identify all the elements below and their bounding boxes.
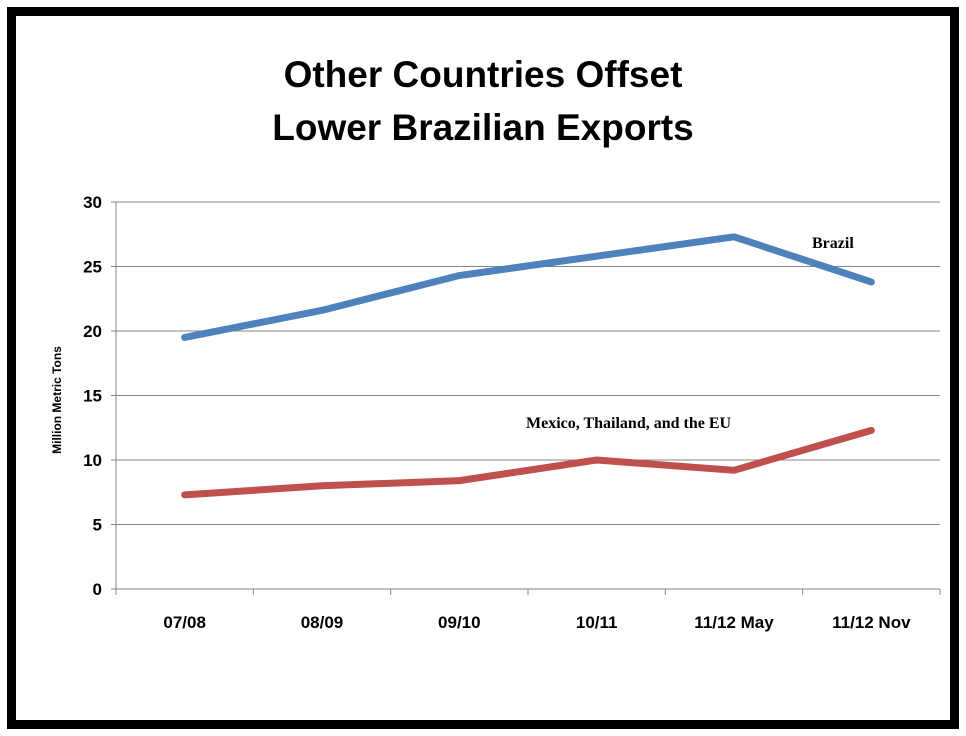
series-label-mexico-thailand-eu: Mexico, Thailand, and the EU — [526, 415, 732, 432]
series-line-0 — [181, 233, 875, 341]
x-tick-label: 11/12 May — [694, 613, 774, 632]
y-tick-label: 0 — [93, 580, 102, 599]
series-line-1 — [181, 426, 875, 499]
slide-frame — [7, 7, 959, 729]
y-tick-label: 20 — [83, 322, 102, 341]
y-tick-label: 5 — [93, 516, 102, 535]
x-tick-label: 08/09 — [301, 613, 344, 632]
x-tick-label: 07/08 — [163, 613, 206, 632]
x-tick-labels: 07/08 08/09 09/10 10/11 11/12 May 11/12 Nov — [163, 613, 911, 632]
chart-title: Other Countries Offset Lower Brazilian E… — [0, 48, 966, 154]
y-tick-labels: 0 5 10 15 20 25 30 — [83, 193, 102, 599]
series-lines — [181, 233, 875, 499]
x-tick-label: 11/12 Nov — [832, 613, 911, 632]
axes — [111, 201, 941, 595]
y-tick-label: 30 — [83, 193, 102, 212]
chart-title-line-1: Other Countries Offset — [283, 54, 683, 95]
series-label-brazil: Brazil — [812, 235, 854, 252]
y-axis-label: Million Metric Tons — [50, 346, 64, 454]
chart-title-line-2: Lower Brazilian Exports — [272, 107, 694, 148]
x-tick-label: 09/10 — [438, 613, 481, 632]
y-tick-label: 15 — [83, 387, 102, 406]
y-tick-label: 10 — [83, 451, 102, 470]
x-tick-label: 10/11 — [576, 613, 618, 632]
y-tick-label: 25 — [83, 258, 102, 277]
